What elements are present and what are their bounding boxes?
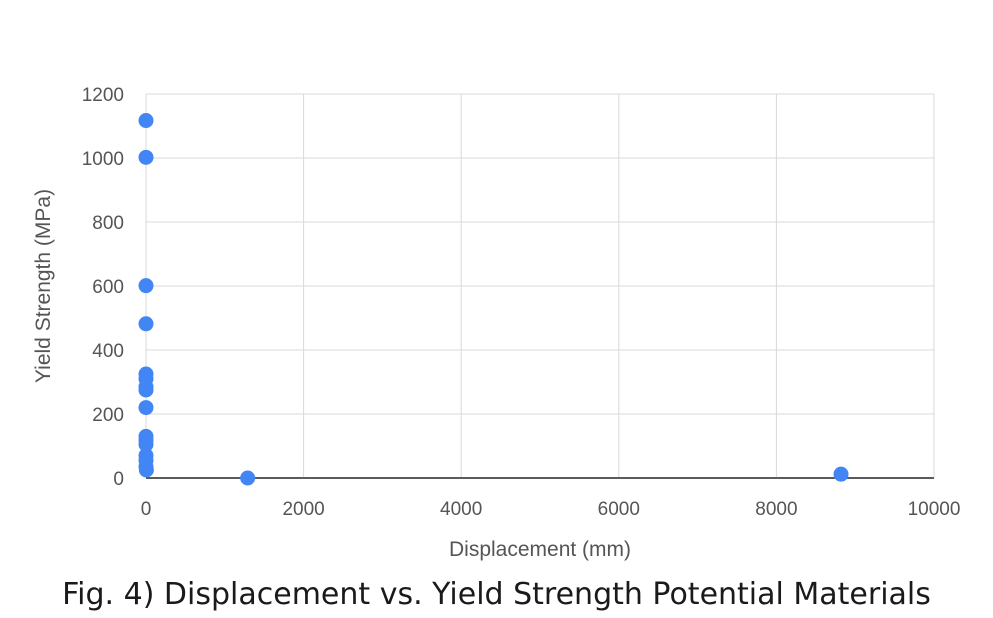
data-point bbox=[138, 316, 154, 332]
y-axis-title: Yield Strength (MPa) bbox=[32, 189, 55, 383]
x-axis-ticks: 0 2000 4000 6000 8000 10000 bbox=[141, 499, 961, 520]
data-point bbox=[240, 470, 256, 486]
y-tick-label: 600 bbox=[92, 277, 124, 298]
x-tick-label: 8000 bbox=[755, 499, 797, 520]
scatter-chart: 0 200 400 600 800 1000 1200 0 2000 4000 6000 8000 1… bbox=[32, 85, 961, 561]
y-tick-label: 1000 bbox=[82, 149, 124, 170]
x-tick-label: 4000 bbox=[440, 499, 482, 520]
data-point bbox=[138, 436, 154, 452]
data-points bbox=[138, 113, 849, 486]
grid-lines bbox=[145, 93, 935, 479]
x-tick-label: 0 bbox=[141, 499, 152, 520]
data-point bbox=[138, 382, 154, 398]
data-point bbox=[138, 113, 154, 129]
x-tick-label: 10000 bbox=[908, 499, 961, 520]
data-point bbox=[138, 278, 154, 294]
data-point bbox=[138, 149, 154, 165]
x-tick-label: 6000 bbox=[598, 499, 640, 520]
x-tick-label: 2000 bbox=[282, 499, 324, 520]
data-point bbox=[138, 462, 154, 478]
figure-caption: Fig. 4) Displacement vs. Yield Strength … bbox=[62, 577, 931, 612]
y-tick-label: 400 bbox=[92, 341, 124, 362]
y-tick-label: 1200 bbox=[82, 85, 124, 106]
data-point bbox=[833, 466, 849, 482]
y-tick-label: 800 bbox=[92, 213, 124, 234]
y-tick-label: 0 bbox=[113, 469, 124, 490]
data-point bbox=[138, 400, 154, 416]
x-axis-title: Displacement (mm) bbox=[449, 538, 631, 561]
y-tick-label: 200 bbox=[92, 405, 124, 426]
y-axis-ticks: 0 200 400 600 800 1000 1200 bbox=[82, 85, 124, 490]
